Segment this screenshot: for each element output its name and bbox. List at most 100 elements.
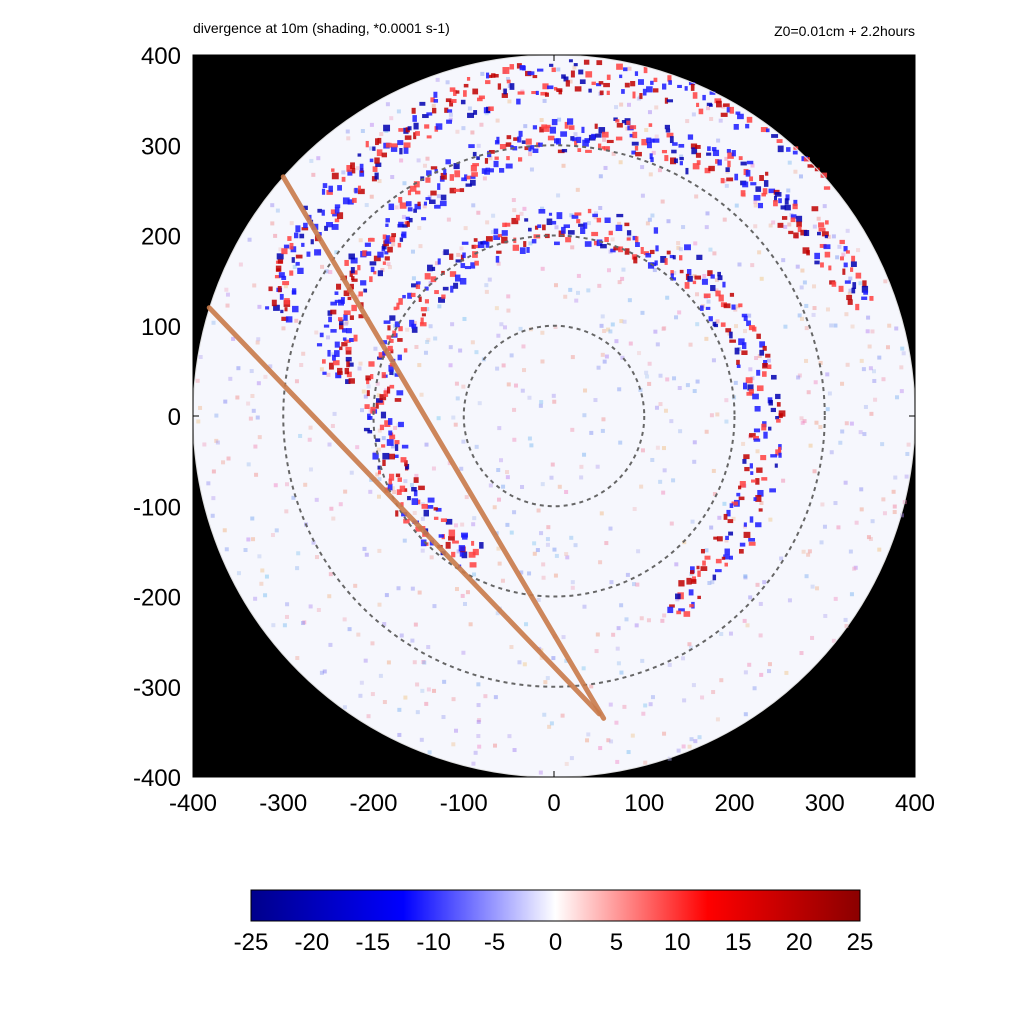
band-cell [733,123,739,130]
band-cell [405,201,412,207]
texture-cell [848,276,853,281]
band-cell [544,92,549,97]
texture-cell [375,381,380,386]
texture-cell [381,436,386,441]
band-cell [749,516,754,523]
texture-cell [724,538,729,543]
texture-cell [601,417,606,422]
texture-cell [451,742,456,747]
colorbar-tick-label: 15 [725,929,752,956]
band-cell [489,168,494,173]
texture-cell [520,484,525,489]
band-cell [342,337,347,341]
texture-cell [496,546,501,551]
texture-cell [329,506,334,511]
band-cell [756,333,761,339]
band-cell [744,466,750,472]
texture-cell [281,326,286,331]
texture-cell [259,581,264,586]
band-cell [626,237,631,241]
band-cell [467,112,475,118]
band-cell [700,566,708,571]
texture-cell [377,602,382,607]
band-cell [348,378,355,384]
texture-cell [505,522,510,527]
texture-cell [800,268,805,273]
texture-cell [872,369,877,374]
texture-cell [519,570,524,575]
range-circle [462,324,646,508]
band-cell [488,149,495,154]
band-cell [400,502,404,507]
band-cell [583,222,588,229]
band-cell [760,455,767,461]
band-cell [306,251,311,257]
texture-cell [494,306,499,311]
band-cell [748,541,756,546]
texture-cell [647,381,652,386]
texture-cell [448,112,453,117]
texture-cell [870,519,875,524]
texture-cell [822,204,827,209]
band-cell [763,180,769,187]
band-cell [411,498,419,505]
band-cell [686,577,692,585]
texture-cell [715,717,720,722]
band-cell [324,225,328,231]
texture-cell [225,303,230,308]
band-cell [388,453,395,460]
band-cell [631,141,639,146]
texture-cell [522,206,527,211]
band-cell [430,276,437,283]
texture-cell [211,496,216,501]
texture-cell [342,617,347,622]
band-cell [330,309,337,315]
band-cell [743,522,747,527]
band-cell [435,507,442,512]
band-cell [576,136,582,144]
band-cell [670,157,677,165]
texture-cell [709,525,714,530]
band-cell [546,218,553,226]
band-cell [516,98,521,105]
band-cell [571,214,579,219]
band-cell [411,487,417,492]
band-cell [411,326,418,333]
texture-cell [361,389,366,394]
texture-cell [362,546,367,551]
texture-cell [328,572,333,577]
texture-cell [634,623,639,628]
texture-cell [462,316,467,321]
band-cell [502,222,507,228]
texture-cell [422,660,427,665]
band-cell [349,283,354,290]
band-cell [429,199,436,205]
texture-cell [330,352,335,357]
texture-cell [804,303,809,308]
texture-cell [461,650,466,655]
band-cell [292,305,299,313]
band-cell [377,470,382,475]
texture-cell [818,360,823,365]
band-cell [347,296,352,301]
texture-cell [689,737,694,742]
band-cell [351,168,356,174]
texture-cell [604,541,609,546]
band-cell [749,176,754,182]
texture-cell [599,511,604,516]
texture-cell [270,533,275,538]
texture-cell [844,624,849,629]
band-cell [398,326,403,332]
band-cell [762,363,768,369]
band-cell [750,471,754,475]
band-cell [443,168,447,175]
band-cell [478,95,485,100]
band-cell [377,251,384,258]
texture-cell [396,109,401,114]
band-cell [390,146,398,152]
texture-cell [224,547,229,552]
band-cell [341,176,346,182]
y-tick-label: -400 [133,765,181,792]
band-cell [649,249,655,255]
band-cell [560,131,568,137]
